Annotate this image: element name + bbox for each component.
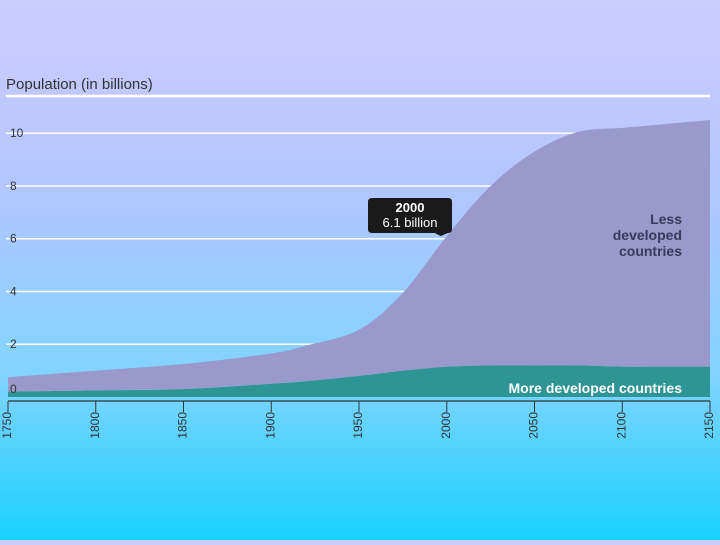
x-tick-label-2050: 2050 — [527, 412, 541, 439]
y-tick-label-6: 6 — [10, 232, 17, 246]
x-tick-label-2100: 2100 — [614, 412, 628, 439]
callout-year: 2000 — [396, 200, 425, 215]
area-series-0 — [8, 365, 710, 397]
x-axis: 1750 1800 1850 1900 1950 2000 2050 2100 2150 — [0, 400, 716, 439]
annotation-callout: 2000 6.1 billion — [368, 198, 452, 237]
x-tick-label-2000: 2000 — [439, 412, 453, 439]
y-tick-label-8: 8 — [10, 179, 17, 193]
x-tick-label-1950: 1950 — [351, 412, 365, 439]
y-tick-label-4: 4 — [10, 284, 17, 298]
y-axis-title: Population (in billions) — [6, 76, 153, 93]
y-tick-label-10: 10 — [10, 126, 24, 140]
x-tick-label-1800: 1800 — [88, 412, 102, 439]
more-developed-label: More developed countries — [509, 380, 683, 396]
series-labels: Less developed countries More developed … — [509, 211, 683, 396]
y-tick-label-2: 2 — [10, 337, 17, 351]
less-developed-label-line-2: developed — [613, 227, 682, 243]
less-developed-label-line-1: Less — [650, 211, 682, 227]
area-series-1 — [8, 120, 710, 392]
less-developed-label-line-3: countries — [619, 243, 682, 259]
callout-bubble — [368, 198, 452, 237]
x-tick-label-1850: 1850 — [176, 412, 190, 439]
x-tick-label-2150: 2150 — [702, 412, 716, 439]
x-tick-label-1900: 1900 — [263, 412, 277, 439]
area-series — [8, 120, 710, 397]
x-tick-label-1750: 1750 — [0, 412, 14, 439]
callout-value: 6.1 billion — [383, 215, 438, 230]
y-axis-ticks: 0 2 4 6 8 10 — [10, 126, 24, 396]
y-tick-label-0: 0 — [10, 382, 17, 396]
